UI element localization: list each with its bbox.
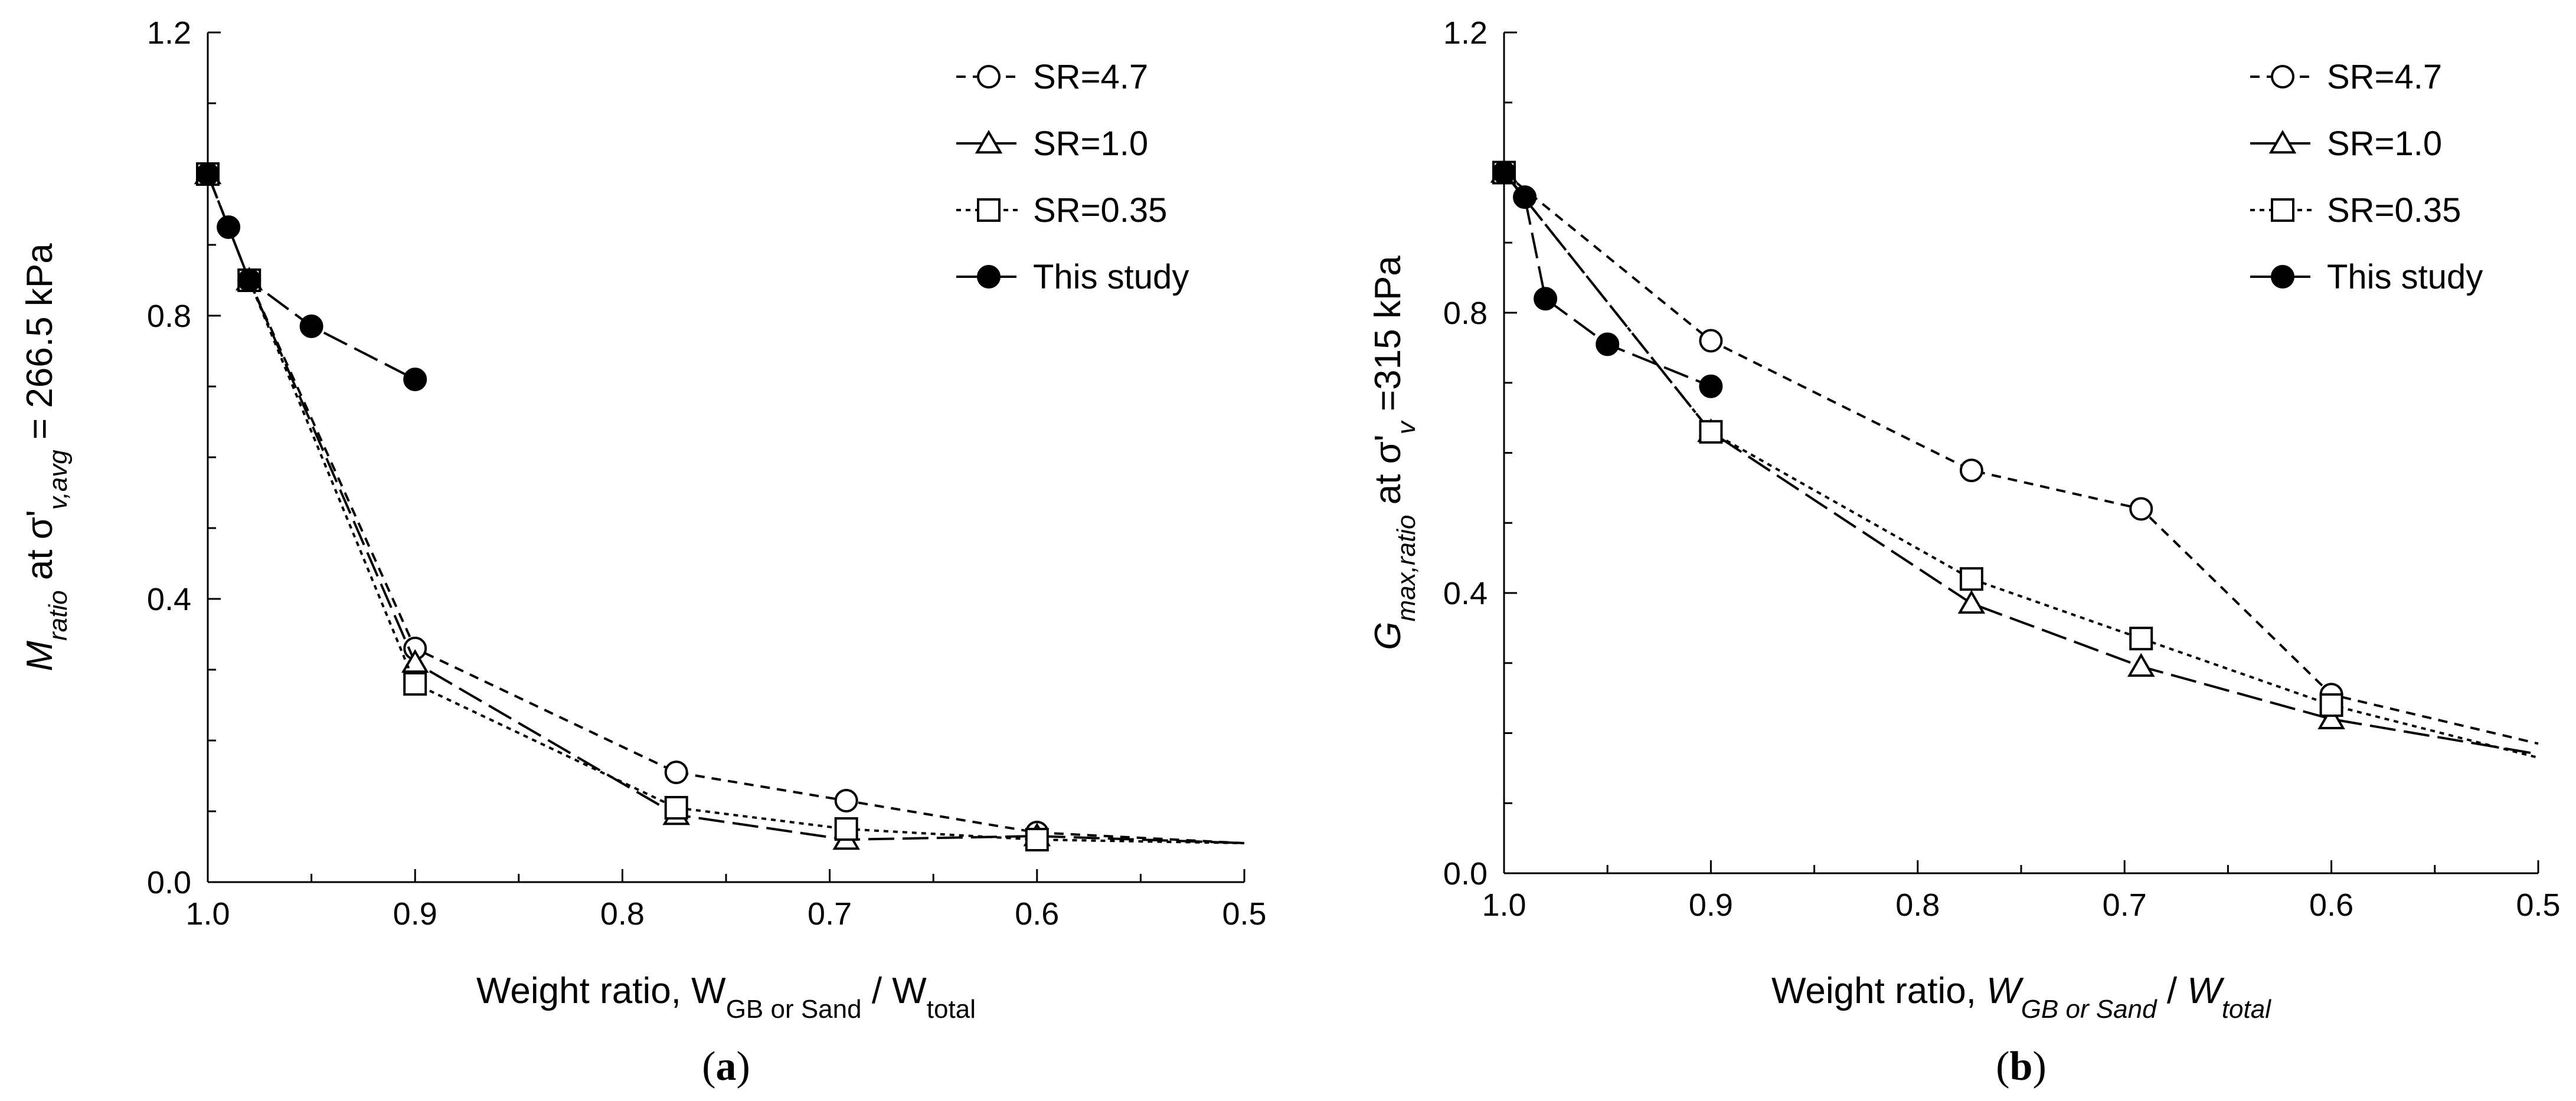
panel-label: (b) (1996, 1044, 2047, 1089)
data-point (2129, 627, 2153, 651)
data-point (2319, 693, 2343, 717)
data-point (1959, 458, 1983, 483)
legend-marker (2271, 65, 2294, 89)
x-tick-label: 0.8 (1895, 887, 1940, 923)
y-tick-label: 0.0 (147, 865, 191, 900)
y-axis-title: Gmax,ratio at σ'v =315 kPa (1368, 255, 1421, 650)
series-this-study (1492, 160, 1723, 398)
x-axis-title: Weight ratio, WGB or Sand / Wtotal (1771, 971, 2271, 1024)
data-point (2127, 653, 2155, 677)
x-tick-label: 1.0 (1482, 887, 1526, 923)
data-point (1699, 420, 1723, 444)
data-point (664, 796, 688, 820)
legend-marker (2271, 198, 2294, 222)
data-point (196, 162, 220, 186)
x-tick-label: 1.0 (185, 896, 230, 932)
legend-label: SR=1.0 (1033, 124, 1148, 163)
data-point (1957, 589, 1986, 614)
y-tick-label: 0.8 (147, 299, 191, 334)
x-tick-label: 0.7 (2103, 887, 2147, 923)
legend-label: SR=4.7 (2327, 58, 2442, 96)
data-point (403, 672, 427, 696)
legend-marker (977, 198, 1001, 222)
data-point (2129, 497, 2153, 521)
x-tick-label: 0.7 (808, 896, 852, 932)
legend-label: This study (2327, 258, 2483, 296)
legend-marker (2268, 130, 2297, 154)
y-tick-label: 0.4 (147, 582, 191, 617)
data-point (1596, 332, 1620, 356)
data-point (299, 314, 323, 338)
legend: SR=4.7 SR=1.0 SR=0.35 This study (956, 58, 1189, 296)
series-this-study (196, 162, 427, 391)
x-tick-label: 0.9 (1689, 887, 1733, 923)
x-tick-label: 0.9 (393, 896, 437, 932)
y-tick-label: 0.0 (1443, 856, 1488, 892)
data-point (403, 368, 427, 391)
chart-panel-a: 1.0 0.9 0.8 0.7 0.6 0.5 0.0 0.4 0.8 1.2 SR=4.7 SR=1… (19, 15, 1267, 1089)
data-point (664, 761, 688, 784)
legend-marker (975, 130, 1003, 154)
data-point (2317, 705, 2345, 730)
panel-label: (a) (702, 1044, 750, 1089)
y-tick-label: 1.2 (147, 15, 191, 51)
legend-marker (977, 265, 1001, 289)
series-sr-0-35 (1492, 160, 2539, 759)
legend-label: This study (1033, 258, 1189, 296)
data-point (1959, 567, 1983, 591)
data-point (1534, 287, 1558, 311)
data-point (834, 817, 858, 841)
series-sr-4-7 (1492, 160, 2539, 745)
data-point (1699, 329, 1723, 353)
legend: SR=4.7 SR=1.0 SR=0.35 This study (2250, 58, 2483, 296)
data-point (834, 789, 858, 812)
x-tick-label: 0.6 (1015, 896, 1059, 932)
data-point (1699, 374, 1723, 398)
x-tick-label: 0.6 (2309, 887, 2353, 923)
x-tick-label: 0.5 (1222, 896, 1266, 932)
legend-label: SR=4.7 (1033, 58, 1148, 96)
y-tick-label: 0.8 (1443, 296, 1488, 331)
legend-marker (2271, 265, 2294, 289)
legend-marker (977, 65, 1001, 89)
legend-label: SR=0.35 (1033, 191, 1167, 230)
series-sr-1-0 (1490, 159, 2539, 756)
data-point (1513, 185, 1537, 209)
x-tick-label: 0.5 (2516, 887, 2560, 923)
series-line (1503, 172, 2539, 759)
data-point (1492, 160, 1516, 185)
y-tick-label: 1.2 (1443, 15, 1488, 51)
y-axis-title: Mratio at σ'v,avg = 266.5 kPa (19, 243, 73, 671)
x-tick-label: 0.8 (600, 896, 645, 932)
series-line (1503, 171, 2539, 745)
data-point (237, 268, 261, 292)
chart-panel-b: 1.0 0.9 0.8 0.7 0.6 0.5 0.0 0.4 0.8 1.2 SR=4.7 SR=1… (1368, 15, 2561, 1089)
legend-label: SR=1.0 (2327, 124, 2442, 163)
y-tick-label: 0.4 (1443, 576, 1488, 611)
x-axis-title: Weight ratio, WGB or Sand / Wtotal (476, 971, 976, 1024)
legend-label: SR=0.35 (2327, 191, 2461, 230)
data-point (217, 215, 241, 239)
data-point (1025, 828, 1049, 851)
